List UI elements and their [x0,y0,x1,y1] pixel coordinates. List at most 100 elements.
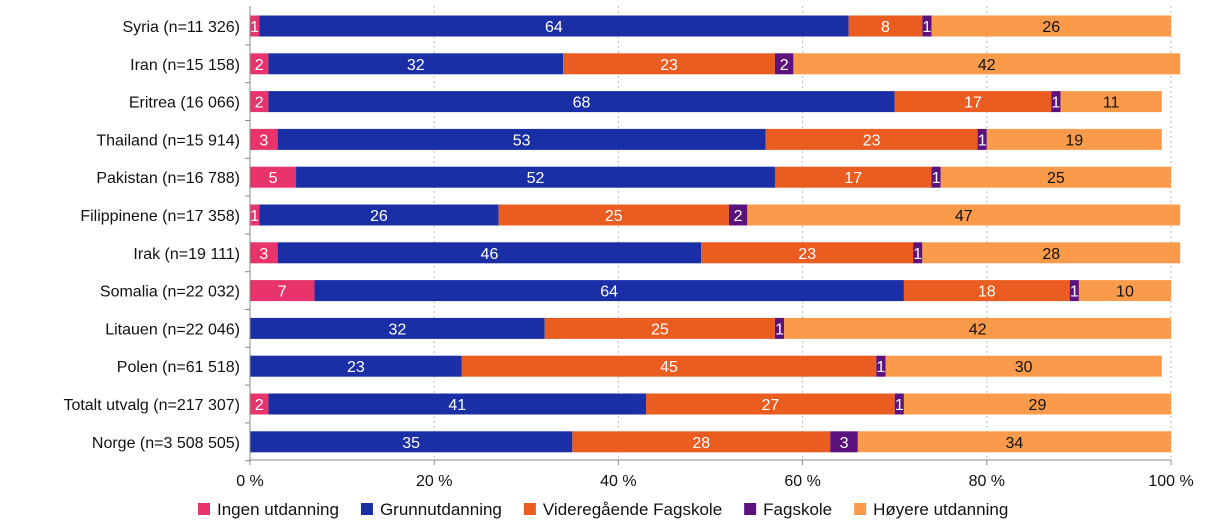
bar-segment [250,204,260,226]
category-label: Syria (n=11 326) [122,19,240,36]
data-label: 1 [250,208,259,225]
bars: 1 64 8 1 262 32 23 2 422 68 17 1 113 53 23 1 195 52 17 1 251… [246,15,1181,453]
bar-segment [259,204,499,226]
data-label: 35 [402,435,420,452]
bar-segment [774,166,932,188]
data-label: 28 [692,435,710,452]
data-label: 17 [964,95,982,112]
data-label: 2 [734,208,743,225]
bar-segment [296,166,775,188]
legend-label: Høyere utdanning [873,500,1008,519]
data-label: 2 [780,57,789,74]
legend: Ingen utdanning Grunnutdanning Videregåend… [198,500,1008,519]
bar-segment [1060,91,1162,113]
data-label: 53 [513,132,531,149]
bar-segment [903,393,1171,415]
category-label: Iran (n=15 158) [130,57,240,74]
data-label: 64 [545,19,563,36]
bar-segment [931,15,1171,37]
bar-segment [498,204,729,226]
data-label: 26 [1042,19,1060,36]
legend-label: Ingen utdanning [217,500,339,519]
data-label: 28 [1042,246,1060,263]
data-label: 34 [1006,435,1024,452]
bar-segment [885,355,1162,377]
legend-label: Fagskole [763,500,832,519]
data-label: 26 [370,208,388,225]
x-tick-label: 0 % [236,473,264,490]
x-tick-label: 40 % [600,473,636,490]
bar-segment [250,317,545,339]
data-label: 1 [775,321,784,338]
bar-segment [277,128,766,150]
data-label: 64 [600,284,618,301]
category-label: Irak (n=19 111) [133,246,240,263]
data-label: 8 [881,19,890,36]
category-label: Eritrea (16 066) [129,95,240,112]
x-tick-label: 80 % [969,473,1005,490]
bar-segment [250,166,297,188]
data-label: 32 [407,57,425,74]
bar-segment [986,128,1162,150]
bar-segment [461,355,877,377]
bar-segment [250,393,269,415]
data-label: 3 [259,246,268,263]
x-tick-label: 20 % [416,473,452,490]
data-label: 23 [798,246,816,263]
bar-segment [857,431,1171,453]
bar-segment [250,128,278,150]
data-label: 25 [605,208,623,225]
bar-segment [646,393,895,415]
data-label: 68 [573,95,591,112]
category-label: Litauen (n=22 046) [105,321,240,338]
data-label: 32 [388,321,406,338]
legend-swatch [854,503,867,515]
data-label: 30 [1015,359,1033,376]
data-label: 45 [660,359,678,376]
bar-segment [894,393,904,415]
bar-segment [774,317,785,339]
bar-segment [572,431,831,453]
bar-segment [277,242,702,264]
bar-segment [830,431,858,453]
bar-segment [977,128,987,150]
data-label: 29 [1029,397,1047,414]
data-label: 1 [876,359,885,376]
bar-segment [250,91,269,113]
grid-lines [433,6,1172,460]
bar-segment [563,53,775,75]
data-label: 42 [969,321,987,338]
data-label: 27 [761,397,779,414]
data-label: 1 [913,246,922,263]
bar-segment [268,393,647,415]
category-label: Filippinene (n=17 358) [80,208,240,225]
data-label: 46 [481,246,499,263]
x-axis: 0 % 20 % 40 % 60 % 80 % 100 % [236,6,1194,490]
data-label: 2 [255,397,264,414]
category-label: Polen (n=61 518) [117,359,240,376]
bar-segment [728,204,748,226]
bar-segment [268,91,895,113]
bar-segment [250,355,462,377]
data-label: 25 [1047,170,1065,187]
bar-segment [922,15,932,37]
bar-segment [250,15,260,37]
data-label: 1 [250,19,259,36]
bar-segment [876,355,886,377]
data-label: 1 [978,132,987,149]
category-label: Thailand (n=15 914) [96,132,240,149]
legend-swatch [523,503,536,515]
bar-segment [894,91,1052,113]
category-label: Totalt utvalg (n=217 307) [63,397,240,414]
bar-segment [931,166,941,188]
bar-segment [268,53,564,75]
data-label: 1 [1051,95,1060,112]
data-label: 10 [1116,284,1134,301]
bar-segment [1051,91,1061,113]
data-label: 11 [1103,95,1120,112]
bar-segment [1069,280,1079,302]
data-label: 5 [269,170,278,187]
legend-swatch [198,503,210,515]
legend-swatch [744,503,757,515]
bar-segment [259,15,849,37]
